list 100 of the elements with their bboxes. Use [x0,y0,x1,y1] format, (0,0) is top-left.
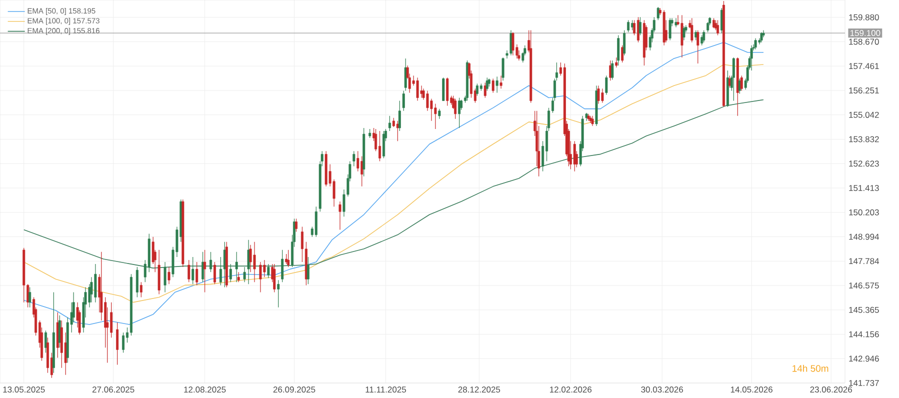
candlestick [404,58,407,91]
candlestick [484,82,486,98]
candlestick [476,83,478,96]
candlestick [247,240,250,284]
candlestick [116,322,119,366]
candlestick [213,262,216,284]
candlestick [204,250,206,293]
x-tick-label: 11.11.2025 [366,386,406,393]
y-tick-label: 159.880 [849,14,879,20]
candlestick [352,150,356,167]
candlestick [605,75,608,96]
candlestick [611,60,614,80]
x-tick-label: 27.06.2025 [92,386,134,393]
candlestick [760,32,763,43]
y-tick-label: 148.994 [849,234,880,240]
candlestick [623,30,626,56]
candlestick [164,262,166,293]
candlestick [140,282,142,298]
candlestick [259,262,262,293]
candlestick [28,286,32,308]
y-tick-label: 153.832 [849,136,879,142]
candlestick [360,156,364,187]
x-tick-label: 30.03.2026 [641,386,683,393]
candlestick [396,120,399,142]
x-tick-label: 12.02.2026 [550,386,592,393]
candlestick [512,32,514,56]
candlestick [338,201,342,230]
y-tick-label: 158.670 [849,38,879,45]
candlestick [636,16,640,43]
y-tick-label: 147.784 [849,258,880,264]
candlestick [295,218,298,232]
candlestick [627,20,630,33]
candlestick [110,302,113,338]
candlestick [496,76,498,94]
candlestick [615,57,618,68]
candlestick [454,98,457,120]
candlestick [273,264,276,293]
candlestick [202,252,204,282]
candlestick [287,250,290,268]
y-tick-label: 155.042 [849,112,879,118]
candlestick [196,262,198,286]
candlestick [388,116,391,132]
candlestick [502,57,504,81]
candlestick [712,18,716,29]
candlestick [306,256,310,284]
candlestick [680,14,684,58]
candlestick [674,18,678,28]
y-tick-label: 151.413 [849,184,879,191]
candlestick [446,77,449,106]
candlestick [122,332,125,354]
candlestick [392,118,395,128]
candlestick [732,57,735,102]
candlestick [136,266,138,298]
candlestick [601,88,604,104]
candlestick [94,264,97,303]
candlestick [44,330,47,354]
candlestick [188,260,190,282]
candlestick [192,256,194,284]
x-tick-label: 23.06.2026 [810,386,852,393]
candlestick [249,244,252,272]
y-tick-label: 146.575 [849,282,879,288]
ref-line-label: 159.100 [850,30,880,36]
candlestick [378,130,381,162]
x-tick-label: 13.05.2025 [3,386,45,393]
candlestick [434,103,437,130]
candlestick [621,45,624,63]
candlestick [426,90,429,112]
x-tick-label: 14.05.2026 [730,386,772,393]
candlestick [229,264,232,282]
candlestick [458,97,461,128]
y-tick-label: 150.203 [849,209,879,216]
candlestick [597,85,600,104]
candlestick [638,16,642,36]
candlestick [263,260,266,278]
candlestick [58,315,61,348]
candlestick [416,77,419,102]
x-tick-label: 28.12.2025 [458,386,500,393]
candlestick [285,254,288,264]
candlestick [168,266,170,284]
candlestick [235,252,238,282]
candlestick [356,150,360,172]
candlestick [716,20,719,36]
candlestick [382,130,385,159]
candlestick [442,77,445,102]
candlestick [368,128,372,138]
candlestick [702,30,706,43]
line-series [23,64,764,303]
y-tick-label: 145.365 [849,306,879,313]
x-tick-label: 12.08.2025 [184,386,226,393]
candlestick [696,30,700,64]
candlestick [281,250,284,282]
y-tick-label: 157.461 [849,63,879,70]
candlestick [668,18,672,41]
x-tick-label: 26.09.2025 [273,386,316,393]
candlestick [237,272,240,282]
candlestick [210,252,212,272]
candlestick [438,108,441,120]
candlestick [267,264,270,278]
candlestick [277,280,280,308]
y-tick-label: 144.156 [849,331,879,338]
